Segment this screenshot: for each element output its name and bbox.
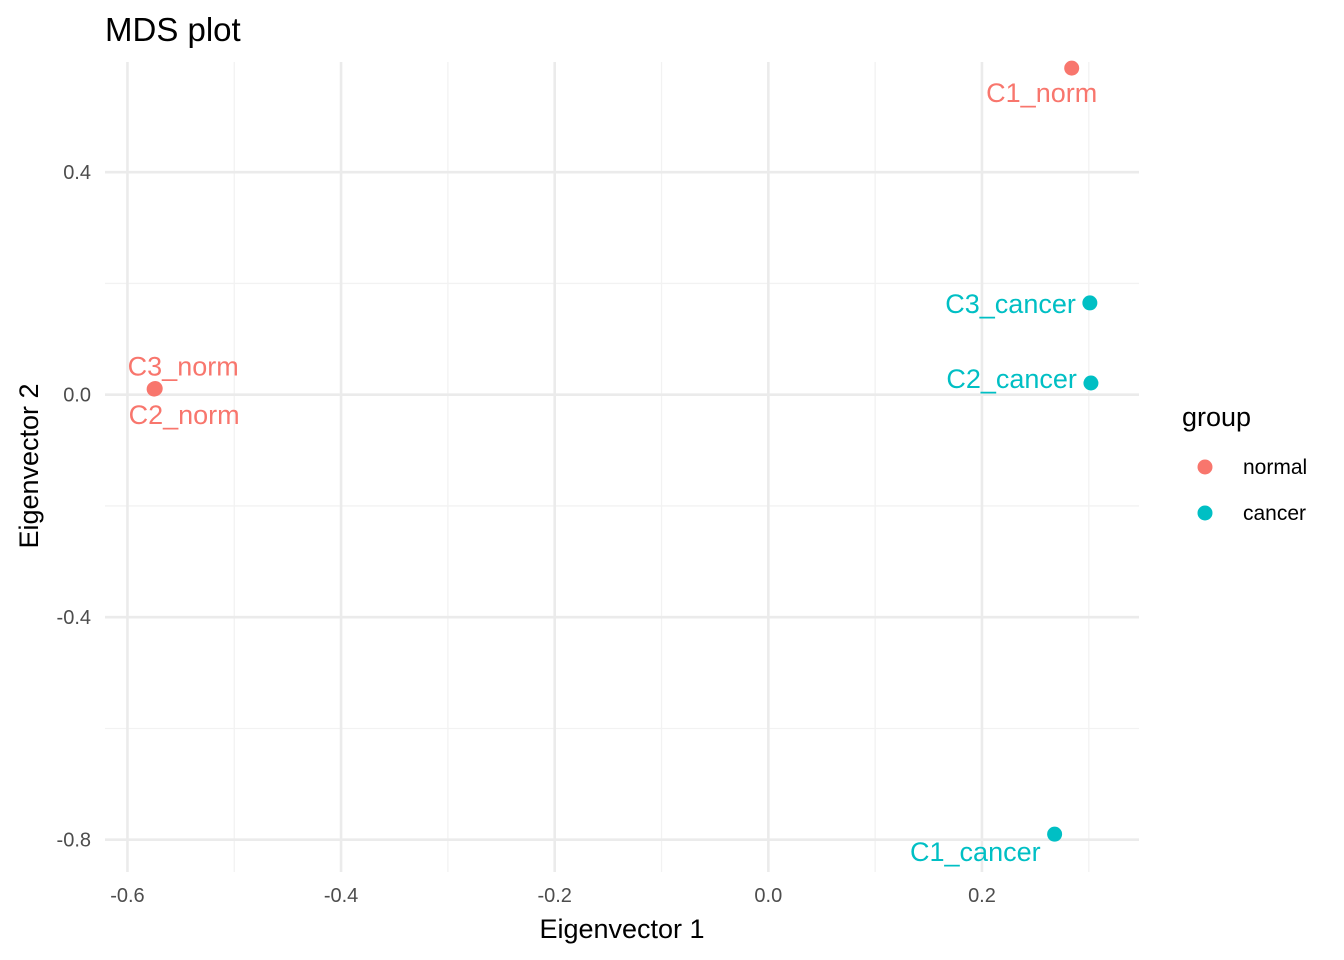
legend-key-cancer [1197, 505, 1213, 521]
data-point-c1-cancer [1047, 826, 1063, 842]
legend-label-normal: normal [1243, 456, 1307, 479]
chart-title: MDS plot [105, 11, 241, 48]
point-label-c3-norm: C3_norm [128, 352, 239, 382]
minor-gridlines [105, 62, 1139, 872]
y-tick-label: -0.4 [57, 607, 91, 629]
point-label-c2-norm: C2_norm [129, 400, 240, 430]
y-axis-tick-labels: -0.8 -0.4 0.0 0.4 [57, 162, 91, 852]
data-point-c3-cancer [1082, 295, 1098, 311]
x-tick-label: 0.0 [754, 885, 782, 907]
legend-label-cancer: cancer [1243, 502, 1306, 525]
major-gridlines [105, 62, 1139, 872]
point-label-c1-cancer: C1_cancer [910, 837, 1041, 867]
x-tick-label: -0.6 [110, 885, 144, 907]
point-label-c3-cancer: C3_cancer [945, 289, 1076, 319]
legend-title: group [1182, 402, 1251, 432]
y-tick-label: -0.8 [57, 830, 91, 852]
point-label-c1-norm: C1_norm [986, 78, 1097, 108]
x-axis-tick-labels: -0.6 -0.4 -0.2 0.0 0.2 [110, 885, 996, 907]
legend: group normal cancer [1182, 402, 1307, 525]
legend-entries: normal cancer [1197, 456, 1307, 525]
x-tick-label: 0.2 [968, 885, 996, 907]
point-label-c2-cancer: C2_cancer [946, 364, 1077, 394]
y-tick-label: 0.4 [63, 162, 91, 184]
x-tick-label: -0.2 [537, 885, 571, 907]
x-tick-label: -0.4 [324, 885, 358, 907]
x-axis-title: Eigenvector 1 [539, 914, 704, 944]
data-points [146, 60, 1099, 842]
y-axis-title: Eigenvector 2 [14, 383, 44, 548]
data-point-c2-cancer [1083, 375, 1099, 391]
point-labels: C1_norm C2_norm C3_norm C1_cancer C2_cancer C… [128, 78, 1098, 867]
data-point-c1-norm [1064, 60, 1080, 76]
legend-key-normal [1197, 459, 1213, 475]
data-point-c3-norm [147, 381, 163, 397]
y-tick-label: 0.0 [63, 385, 91, 407]
